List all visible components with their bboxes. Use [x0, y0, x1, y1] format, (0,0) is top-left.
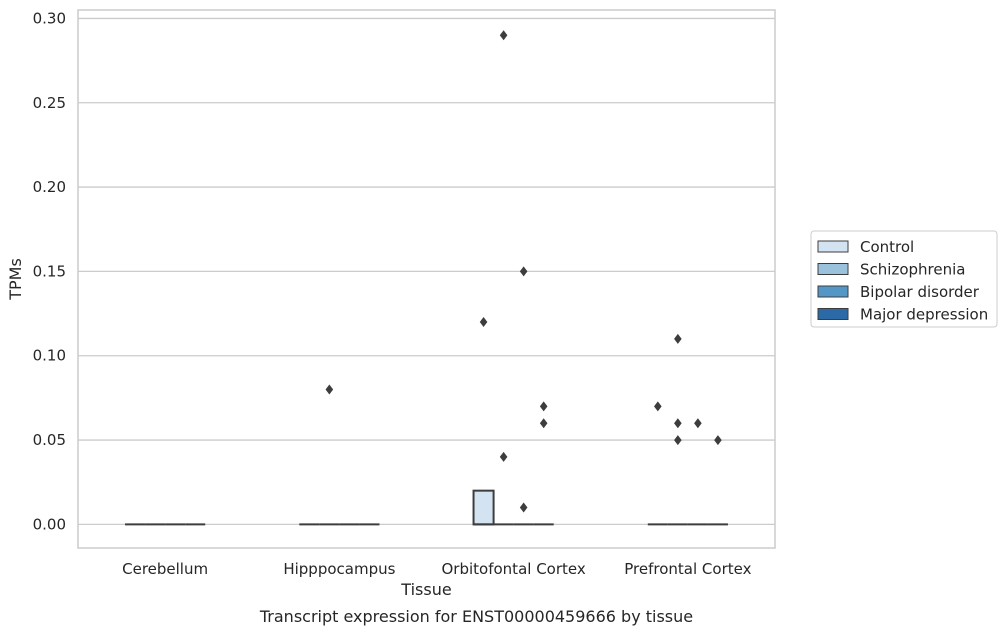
- outlier-point: [499, 451, 508, 462]
- legend-item: Schizophrenia: [817, 261, 965, 279]
- legend-swatch: [817, 263, 849, 275]
- legend-swatch: [817, 285, 849, 298]
- legend-item: Control: [817, 238, 914, 256]
- y-tick-label: 0.10: [33, 347, 66, 365]
- box-body: [472, 489, 495, 526]
- outlier-point: [694, 418, 702, 429]
- y-tick-label: 0.30: [33, 9, 66, 27]
- outlier-point: [479, 317, 488, 328]
- outlier-point: [519, 266, 528, 277]
- legend-swatch: [817, 240, 849, 253]
- x-tick-label: Prefrontal Cortex: [624, 560, 751, 578]
- grid-lines: [78, 17, 775, 526]
- y-axis-label: TPMs: [6, 258, 25, 301]
- legend-label: Control: [860, 238, 914, 256]
- legend-label: Major depression: [860, 306, 988, 324]
- y-tick-label: 0.00: [33, 515, 66, 533]
- legend-item: Major depression: [817, 306, 988, 324]
- x-tick-label: Cerebellum: [122, 560, 208, 578]
- outlier-point: [654, 401, 662, 412]
- legend: Control Schizophrenia Bipolar disorder Majo…: [810, 230, 998, 328]
- outliers: [325, 30, 722, 513]
- y-tick-label: 0.20: [33, 178, 66, 196]
- box: [472, 489, 495, 526]
- outlier-point: [714, 435, 722, 446]
- plot-frame: [77, 9, 776, 549]
- x-axis-label: Tissue: [400, 580, 451, 599]
- outlier-point: [325, 384, 334, 395]
- outlier-point: [674, 418, 682, 429]
- legend-label: Schizophrenia: [860, 261, 965, 279]
- x-tick-label: Hipppocampus: [283, 560, 395, 578]
- outlier-point: [499, 30, 508, 41]
- boxes: [125, 489, 728, 526]
- outlier-point: [539, 418, 548, 429]
- legend-frame: [810, 230, 998, 328]
- y-tick-label: 0.05: [33, 431, 66, 449]
- y-tick-label: 0.25: [33, 94, 66, 112]
- x-axis-ticks: Cerebellum Hipppocampus Orbitofontal Corte…: [122, 560, 751, 578]
- y-tick-label: 0.15: [33, 262, 66, 280]
- x-tick-label: Orbitofontal Cortex: [442, 560, 586, 578]
- legend-label: Bipolar disorder: [860, 283, 980, 301]
- outlier-point: [674, 435, 682, 446]
- legend-swatch: [817, 308, 849, 320]
- outlier-point: [519, 502, 528, 513]
- outlier-point: [674, 333, 682, 344]
- y-axis-ticks: 0.00 0.05 0.10 0.15 0.20 0.25 0.30: [33, 9, 66, 533]
- chart-caption: Transcript expression for ENST0000045966…: [259, 607, 693, 626]
- legend-item: Bipolar disorder: [817, 283, 980, 301]
- outlier-point: [539, 401, 548, 412]
